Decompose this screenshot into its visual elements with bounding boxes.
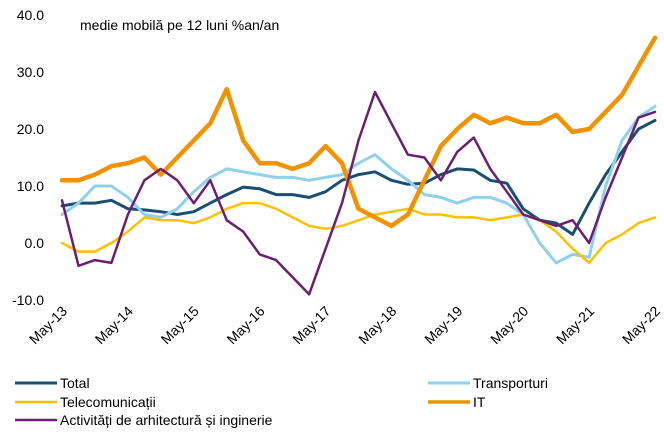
series-line xyxy=(60,118,657,236)
x-tick-label: May-18 xyxy=(355,303,399,347)
x-tick-label: May-20 xyxy=(487,303,531,347)
series-line xyxy=(59,35,658,229)
x-tick-label: May-19 xyxy=(421,303,465,347)
y-tick-label: 40.0 xyxy=(17,7,44,23)
y-tick-label: -10.0 xyxy=(12,292,44,308)
y-tick-label: 20.0 xyxy=(17,121,44,137)
y-tick-label: 30.0 xyxy=(17,64,44,80)
annotation: medie mobilă pe 12 luni %an/an xyxy=(80,17,279,33)
legend-label: Total xyxy=(60,375,90,391)
x-tick-label: May-21 xyxy=(553,303,597,347)
legend-label: Telecomunicații xyxy=(60,394,156,410)
series-line xyxy=(60,90,657,296)
legend-label: Activități de arhitectură și inginerie xyxy=(60,412,273,428)
x-tick-label: May-16 xyxy=(223,303,267,347)
x-tick-label: May-13 xyxy=(26,303,70,347)
series-line xyxy=(60,104,657,265)
y-tick-label: 0.0 xyxy=(25,235,45,251)
y-tick-label: 10.0 xyxy=(17,178,44,194)
x-tick-label: May-14 xyxy=(92,303,136,347)
x-tick-label: May-17 xyxy=(289,303,333,347)
x-tick-label: May-15 xyxy=(158,303,202,347)
legend-label: IT xyxy=(473,394,486,410)
series-line xyxy=(60,201,657,265)
legend-label: Transporturi xyxy=(473,375,548,391)
x-tick-label: May-22 xyxy=(619,303,663,347)
